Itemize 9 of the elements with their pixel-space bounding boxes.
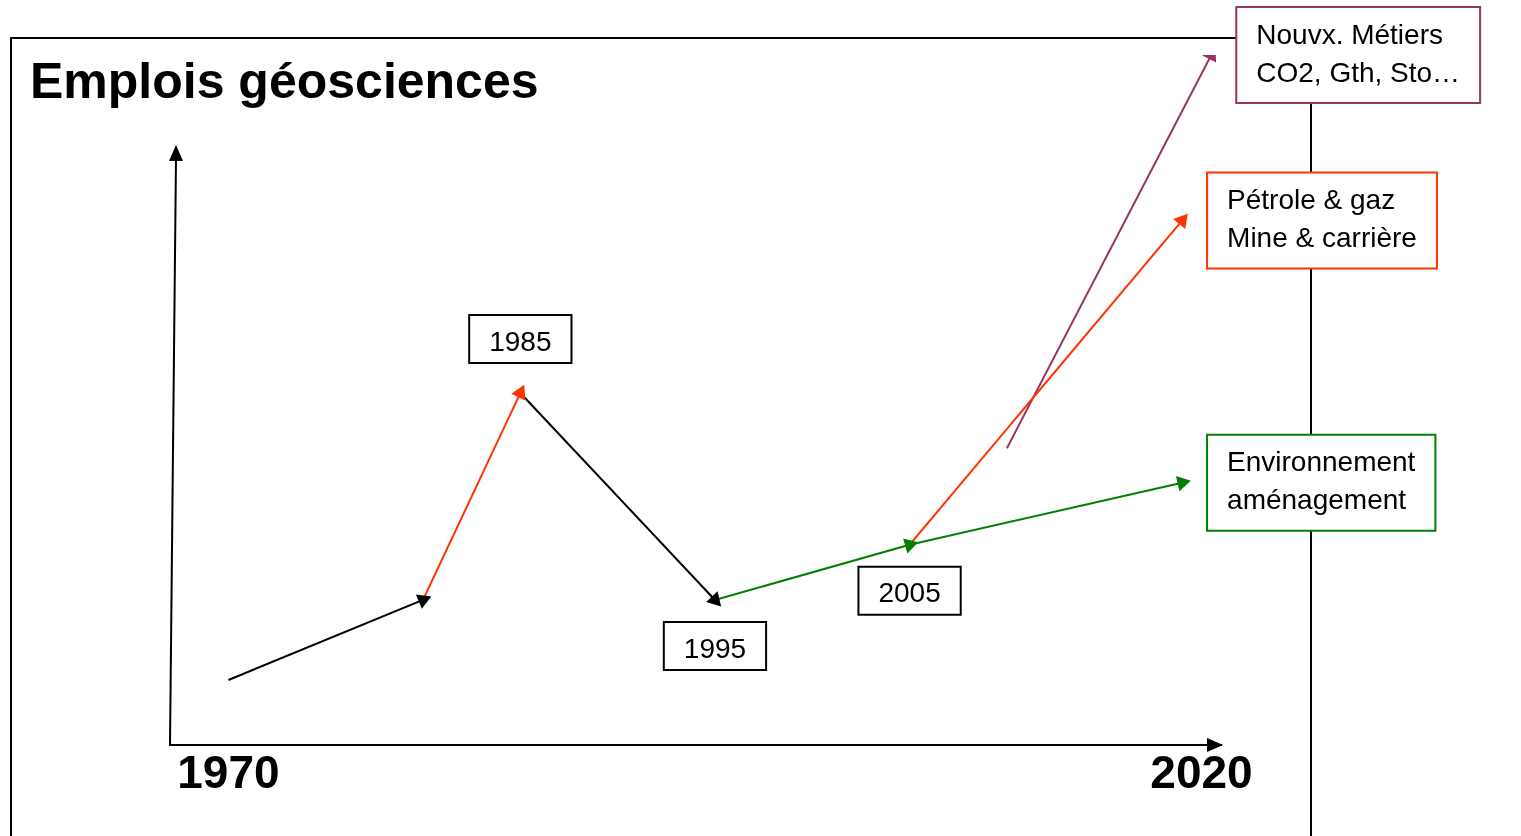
annotation: 2005: [878, 577, 941, 609]
series-label: Nouvx. Métiers CO2, Gth, Sto…: [1256, 18, 1461, 88]
x-tick-label: 2020: [1150, 746, 1253, 799]
series-label: Pétrole & gaz Mine & carrière: [1227, 184, 1417, 254]
x-tick-label: 1970: [177, 746, 280, 799]
series-label: Environnement aménagement: [1227, 446, 1416, 516]
annotation: 1985: [489, 325, 552, 357]
annotation: 1995: [683, 632, 747, 664]
chart-title: Emplois géosciences: [30, 52, 539, 110]
